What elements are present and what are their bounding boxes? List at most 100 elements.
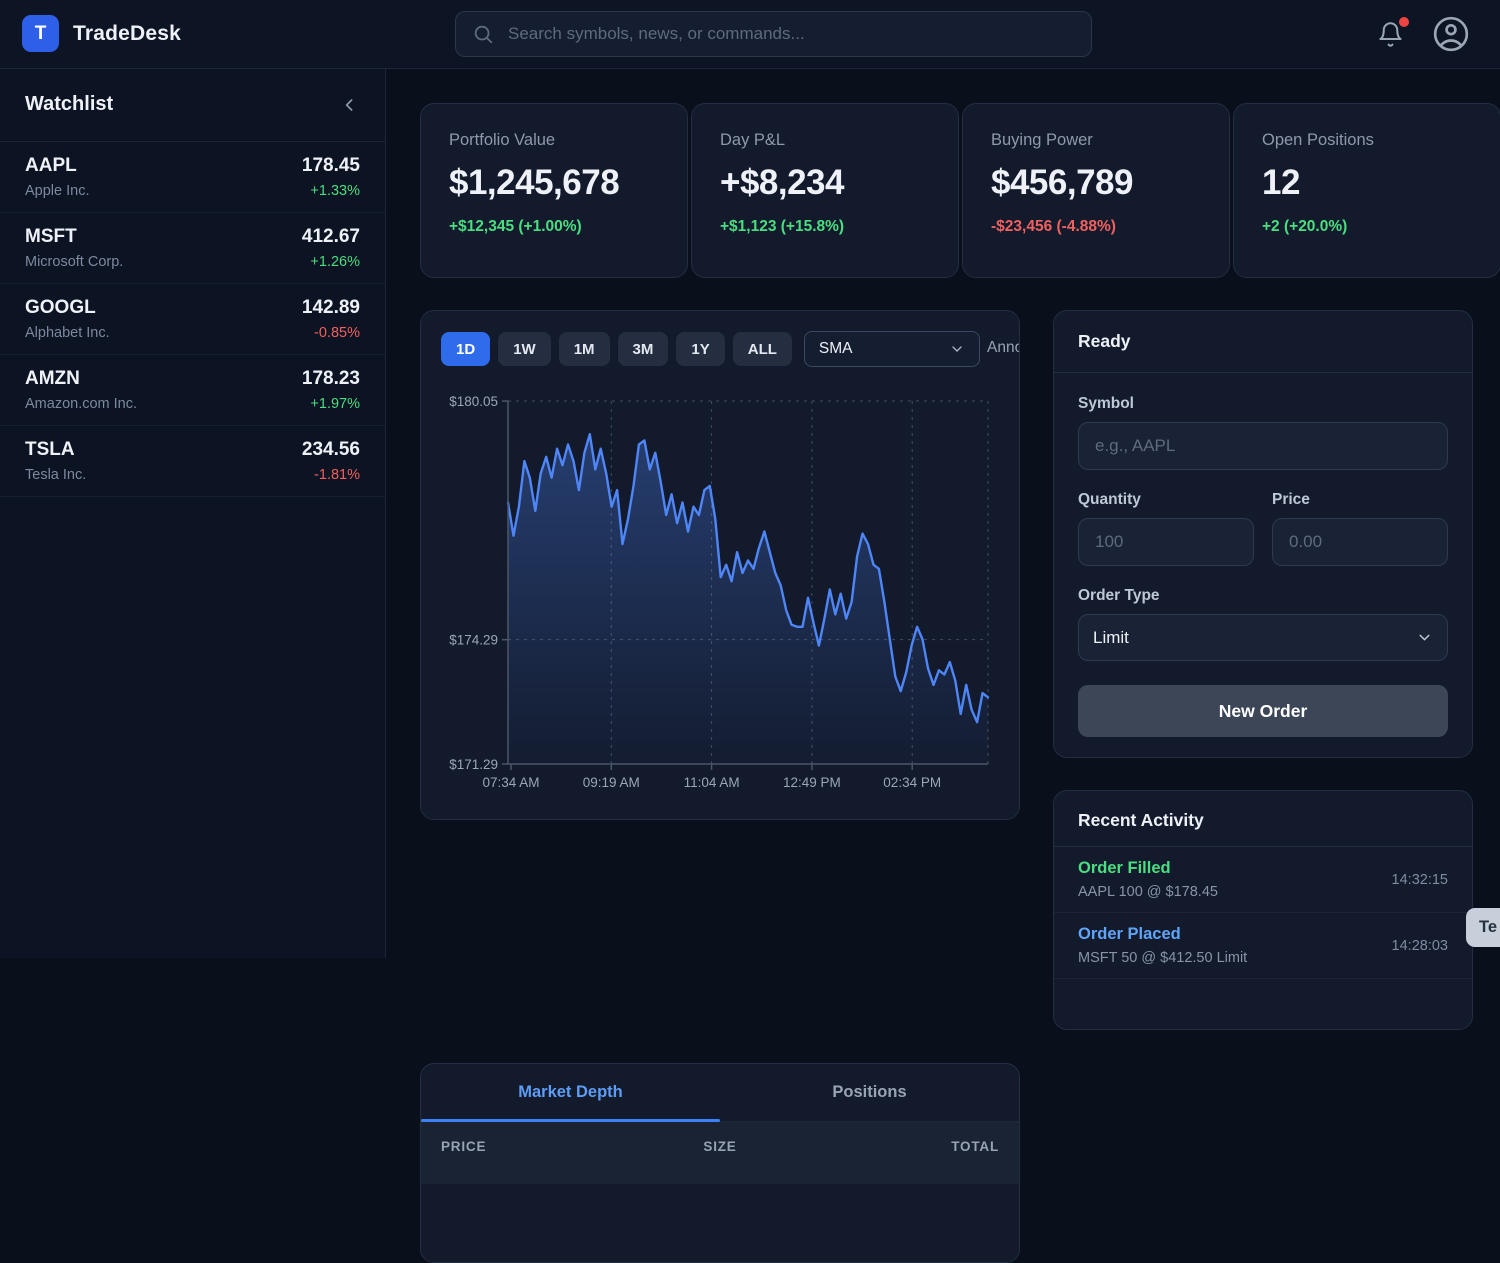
stat-label: Day P&L — [720, 131, 786, 149]
symbol-input[interactable] — [1078, 422, 1448, 470]
chevron-left-icon — [345, 98, 353, 111]
order-form: Symbol Quantity Price Order Type — [1054, 373, 1472, 757]
order-ticket-panel: Ready Symbol Quantity Price — [1053, 310, 1473, 758]
order-type-select[interactable]: Limit — [1078, 614, 1448, 661]
watchlist-company: Microsoft Corp. — [25, 254, 124, 270]
svg-text:$174.29: $174.29 — [449, 633, 498, 648]
app-title: TradeDesk — [73, 21, 182, 45]
watchlist-company: Apple Inc. — [25, 183, 90, 199]
watchlist-item-aapl[interactable]: AAPL Apple Inc. 178.45 +1.33% — [0, 142, 385, 213]
watchlist-change: -1.81% — [314, 467, 360, 483]
stat-card-buying-power: Buying Power $456,789 -$23,456 (-4.88%) — [962, 103, 1230, 278]
svg-text:11:04 AM: 11:04 AM — [684, 775, 740, 790]
app-logo: T — [22, 15, 59, 52]
stat-change: +$12,345 (+1.00%) — [449, 218, 582, 235]
collapse-sidebar-button[interactable] — [340, 95, 360, 115]
svg-text:02:34 PM: 02:34 PM — [883, 775, 941, 790]
annotations-toggle[interactable]: Annotations — [987, 339, 1019, 356]
price-chart[interactable]: $180.05 $174.29 $171.29 07:34 AM 09:19 AM 11:… — [441, 383, 1001, 803]
activity-row: Order Placed MSFT 50 @ $412.50 Limit 14:… — [1054, 913, 1472, 979]
watchlist-item-msft[interactable]: MSFT Microsoft Corp. 412.67 +1.26% — [0, 213, 385, 284]
watchlist-price: 142.89 — [301, 297, 360, 318]
stat-label: Buying Power — [991, 131, 1093, 149]
main-content: Portfolio Value $1,245,678 +$12,345 (+1.… — [386, 68, 1500, 1263]
order-status: Ready — [1054, 311, 1472, 373]
top-nav: T TradeDesk — [0, 0, 1500, 69]
svg-text:12:49 PM: 12:49 PM — [783, 775, 841, 790]
depth-table-header: PRICE SIZE TOTAL — [421, 1122, 1019, 1184]
timeframe-button-all[interactable]: ALL — [732, 332, 792, 366]
watchlist-sidebar: Watchlist AAPL Apple Inc. 178.45 +1.33% … — [0, 68, 386, 958]
watchlist-item-googl[interactable]: GOOGL Alphabet Inc. 142.89 -0.85% — [0, 284, 385, 355]
order-type-field: Order Type Limit — [1078, 587, 1448, 661]
indicator-select[interactable]: SMA — [803, 331, 980, 367]
stat-label: Portfolio Value — [449, 131, 556, 149]
timeframe-button-1y[interactable]: 1Y — [676, 332, 725, 366]
watchlist-title: Watchlist — [25, 93, 114, 115]
stat-value: $456,789 — [991, 163, 1133, 202]
recent-activity-panel: Recent Activity Order Filled AAPL 100 @ … — [1053, 790, 1473, 1030]
global-search[interactable] — [455, 11, 1092, 57]
stat-label: Open Positions — [1262, 131, 1374, 149]
watchlist-company: Tesla Inc. — [25, 467, 87, 483]
brand: T TradeDesk — [0, 0, 1500, 52]
tab-market-depth[interactable]: Market Depth — [421, 1064, 720, 1122]
timeframe-button-1m[interactable]: 1M — [558, 332, 610, 366]
search-input[interactable] — [506, 23, 1075, 45]
svg-text:09:19 AM: 09:19 AM — [583, 775, 640, 790]
watchlist-symbol: AAPL — [25, 155, 77, 176]
search-icon — [474, 25, 493, 44]
quantity-label: Quantity — [1078, 491, 1141, 508]
watchlist-item-amzn[interactable]: AMZN Amazon.com Inc. 178.23 +1.97% — [0, 355, 385, 426]
bell-icon — [1379, 21, 1402, 47]
quantity-input[interactable] — [1078, 518, 1254, 566]
bottom-tabs: Market Depth Positions — [421, 1064, 1019, 1122]
stats-row: Portfolio Value $1,245,678 +$12,345 (+1.… — [420, 103, 1500, 278]
right-column: Ready Symbol Quantity Price — [1053, 310, 1473, 1030]
column-header-total: TOTAL — [951, 1139, 999, 1154]
stat-value: +$8,234 — [720, 163, 845, 202]
activity-list: Order Filled AAPL 100 @ $178.45 14:32:15… — [1054, 847, 1472, 979]
symbol-label: Symbol — [1078, 395, 1134, 412]
stat-card-open-positions: Open Positions 12 +2 (+20.0%) — [1233, 103, 1500, 278]
watchlist-symbol: GOOGL — [25, 297, 96, 318]
activity-title: Order Placed — [1078, 925, 1181, 943]
timeframe-button-3m[interactable]: 3M — [617, 332, 669, 366]
profile-button[interactable] — [1432, 15, 1470, 53]
watchlist-change: +1.97% — [310, 396, 360, 412]
timeframe-buttons: 1D 1W 1M 3M 1Y ALL — [441, 332, 792, 366]
price-label: Price — [1272, 491, 1310, 508]
chevron-down-icon — [1419, 634, 1430, 641]
svg-text:$180.05: $180.05 — [449, 394, 498, 409]
watchlist-symbol: MSFT — [25, 226, 77, 247]
quantity-price-row: Quantity Price — [1078, 491, 1448, 566]
new-order-button[interactable]: New Order — [1078, 685, 1448, 737]
activity-title: Order Filled — [1078, 859, 1171, 877]
watchlist-change: +1.26% — [310, 254, 360, 270]
app-logo-letter: T — [34, 22, 47, 44]
toast: Te — [1466, 908, 1500, 947]
activity-row: Order Filled AAPL 100 @ $178.45 14:32:15 — [1054, 847, 1472, 913]
watchlist-price: 234.56 — [301, 439, 360, 460]
indicator-value: SMA — [818, 340, 853, 357]
price-input[interactable] — [1272, 518, 1448, 566]
stat-change: -$23,456 (-4.88%) — [991, 218, 1116, 235]
watchlist-change: -0.85% — [314, 325, 360, 341]
nav-actions — [1377, 0, 1470, 68]
column-header-size: SIZE — [703, 1139, 737, 1154]
order-type-label: Order Type — [1078, 587, 1160, 604]
timeframe-button-1d[interactable]: 1D — [441, 332, 491, 366]
notifications-button[interactable] — [1377, 16, 1409, 48]
stat-change: +2 (+20.0%) — [1262, 218, 1348, 235]
watchlist-symbol: AMZN — [25, 368, 80, 389]
watchlist-change: +1.33% — [310, 183, 360, 199]
tab-positions[interactable]: Positions — [832, 1083, 907, 1101]
market-depth-panel: Market Depth Positions PRICE SIZE TOTAL — [420, 1063, 1020, 1263]
chart-toolbar: 1D 1W 1M 3M 1Y ALL SMA — [441, 331, 999, 367]
stat-card-day-p-l: Day P&L +$8,234 +$1,123 (+15.8%) — [691, 103, 959, 278]
watchlist-item-tsla[interactable]: TSLA Tesla Inc. 234.56 -1.81% — [0, 426, 385, 497]
activity-time: 14:28:03 — [1391, 937, 1448, 954]
timeframe-button-1w[interactable]: 1W — [498, 332, 551, 366]
watchlist-price: 178.23 — [301, 368, 360, 389]
